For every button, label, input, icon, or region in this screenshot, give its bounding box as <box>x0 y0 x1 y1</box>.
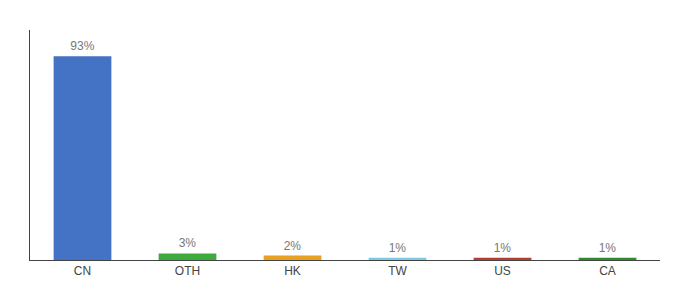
svg-text:US: US <box>494 264 511 278</box>
svg-text:1%: 1% <box>389 241 407 255</box>
svg-text:93%: 93% <box>70 39 94 53</box>
svg-text:3%: 3% <box>179 236 197 250</box>
svg-text:HK: HK <box>284 264 301 278</box>
svg-text:CN: CN <box>74 264 91 278</box>
svg-text:TW: TW <box>388 264 407 278</box>
svg-text:1%: 1% <box>599 241 617 255</box>
svg-text:CA: CA <box>599 264 616 278</box>
svg-text:1%: 1% <box>494 241 512 255</box>
svg-text:2%: 2% <box>284 239 302 253</box>
svg-text:OTH: OTH <box>175 264 200 278</box>
